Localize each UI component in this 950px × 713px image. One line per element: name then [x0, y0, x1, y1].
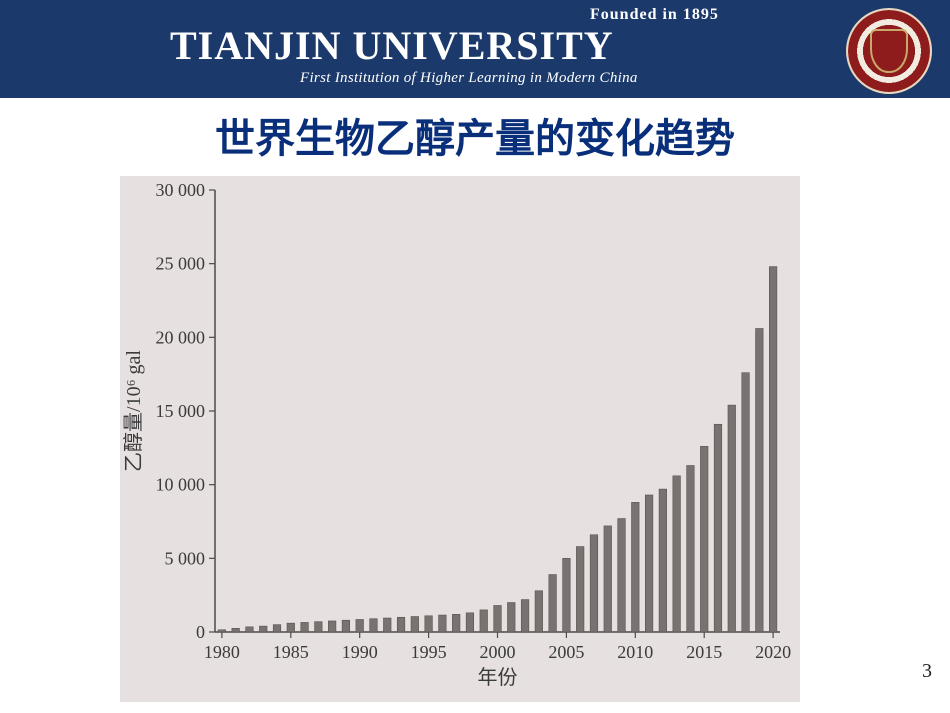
svg-text:2020: 2020: [755, 642, 791, 662]
svg-text:2005: 2005: [548, 642, 584, 662]
svg-text:年份: 年份: [478, 666, 518, 689]
university-name: TIANJIN UNIVERSITY: [170, 22, 614, 69]
svg-text:0: 0: [196, 622, 205, 642]
svg-text:30 000: 30 000: [156, 180, 206, 200]
chart-container: 0 5 000 10 000 15 000 20 000 25 000 30 000 1980…: [120, 176, 800, 702]
svg-text:2010: 2010: [617, 642, 653, 662]
university-seal-icon: [846, 8, 932, 94]
slide-page: Founded in 1895 TIANJIN UNIVERSITY First…: [0, 0, 950, 713]
svg-text:乙醇量/10⁶ gal: 乙醇量/10⁶ gal: [122, 350, 145, 472]
university-subtitle: First Institution of Higher Learning in …: [300, 70, 638, 87]
svg-text:1985: 1985: [273, 642, 309, 662]
svg-text:15 000: 15 000: [156, 401, 206, 421]
header-banner: Founded in 1895 TIANJIN UNIVERSITY First…: [0, 0, 950, 98]
seal-shield-icon: [870, 29, 908, 73]
svg-text:1980: 1980: [204, 642, 240, 662]
ethanol-production-chart: 0 5 000 10 000 15 000 20 000 25 000 30 000 1980…: [120, 176, 800, 702]
svg-text:10 000: 10 000: [156, 475, 206, 495]
svg-text:20 000: 20 000: [156, 327, 206, 347]
svg-text:2000: 2000: [480, 642, 516, 662]
svg-text:1990: 1990: [342, 642, 378, 662]
page-number: 3: [922, 660, 932, 683]
svg-text:2015: 2015: [686, 642, 722, 662]
svg-text:25 000: 25 000: [156, 254, 206, 274]
svg-text:1995: 1995: [411, 642, 447, 662]
slide-title: 世界生物乙醇产量的变化趋势: [0, 106, 950, 164]
svg-text:5 000: 5 000: [165, 548, 206, 568]
